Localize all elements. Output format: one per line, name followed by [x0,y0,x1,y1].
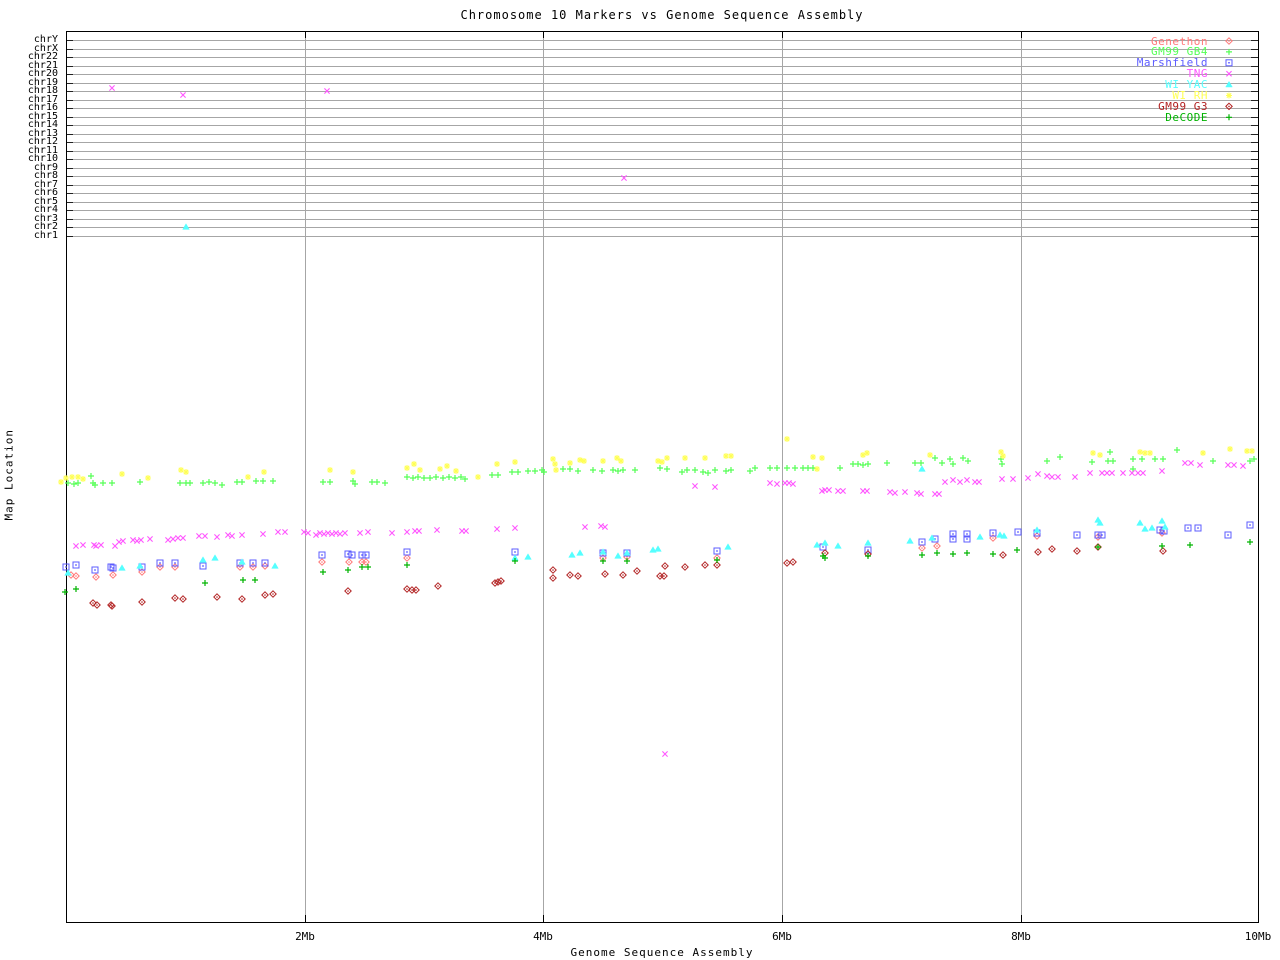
x-tick-label: 2Mb [295,930,315,943]
x-axis-label: Genome Sequence Assembly [570,946,754,959]
legend-item-tng: TNG [1186,67,1208,81]
x-tick-label: 6Mb [772,930,792,943]
chromosome-label-chr18: chr18 [27,85,58,96]
chromosome-label-chr19: chr19 [27,77,58,88]
series-decode-points [62,539,1253,595]
chromosome-label-chr5: chr5 [33,196,58,207]
legend-item-wi-rh: WI RH [1172,89,1208,102]
chromosome-label-chr22: chr22 [27,51,58,62]
chromosome-label-chrY: chrY [33,34,58,45]
series-wi-rh-points [58,436,1255,485]
series-wi-yac-points [64,465,1169,576]
chart-title: Chromosome 10 Markers vs Genome Sequence… [460,8,864,22]
legend-markers [1225,37,1233,121]
legend-item-genethon: Genethon [1151,34,1208,48]
chromosome-label-chr6: chr6 [33,187,58,198]
x-tick-label: 10Mb [1244,930,1272,943]
chromosome-label-chr17: chr17 [27,94,58,105]
chromosome-label-chr3: chr3 [33,213,58,224]
chromosome-label-chr11: chr11 [27,145,58,156]
chromosome-label-chr13: chr13 [27,128,58,139]
chromosome-label-chr8: chr8 [33,170,58,181]
chromosome-label-chr20: chr20 [27,68,58,79]
offchromosome-points [109,85,627,230]
legend-item-marshfield: Marshfield [1136,56,1208,70]
x-tick-label: 4Mb [533,930,553,943]
chromosome-label-chr15: chr15 [27,111,58,122]
legend-item-wi-yac: WI YAC [1165,78,1208,92]
x-tick-label: 8Mb [1011,930,1031,943]
chromosome-label-chr9: chr9 [33,162,58,173]
y-axis-label: Map Location [2,429,16,521]
chromosome-label-chr21: chr21 [27,60,58,71]
legend-item-decode: DeCODE [1165,110,1208,124]
legend-item-gm99-gb4: GM99 GB4 [1151,45,1208,59]
chromosome-label-chr7: chr7 [33,179,58,190]
chromosome-label-chrX: chrX [33,43,58,54]
chromosome-label-chr10: chr10 [27,153,58,164]
chromosome-label-chr16: chr16 [27,102,58,113]
series-gm99-g3-points [89,543,1167,610]
legend-item-gm99-g3: GM99 G3 [1158,99,1208,113]
series-tng-points [73,460,1246,757]
chromosome-label-chr12: chr12 [27,136,58,147]
chromosome-label-chr2: chr2 [33,221,58,232]
chromosome-label-chr14: chr14 [27,119,58,130]
chromosome-label-chr1: chr1 [33,230,58,241]
series-gm99-gb4-points [65,447,1257,488]
chromosome-label-chr4: chr4 [33,204,58,215]
